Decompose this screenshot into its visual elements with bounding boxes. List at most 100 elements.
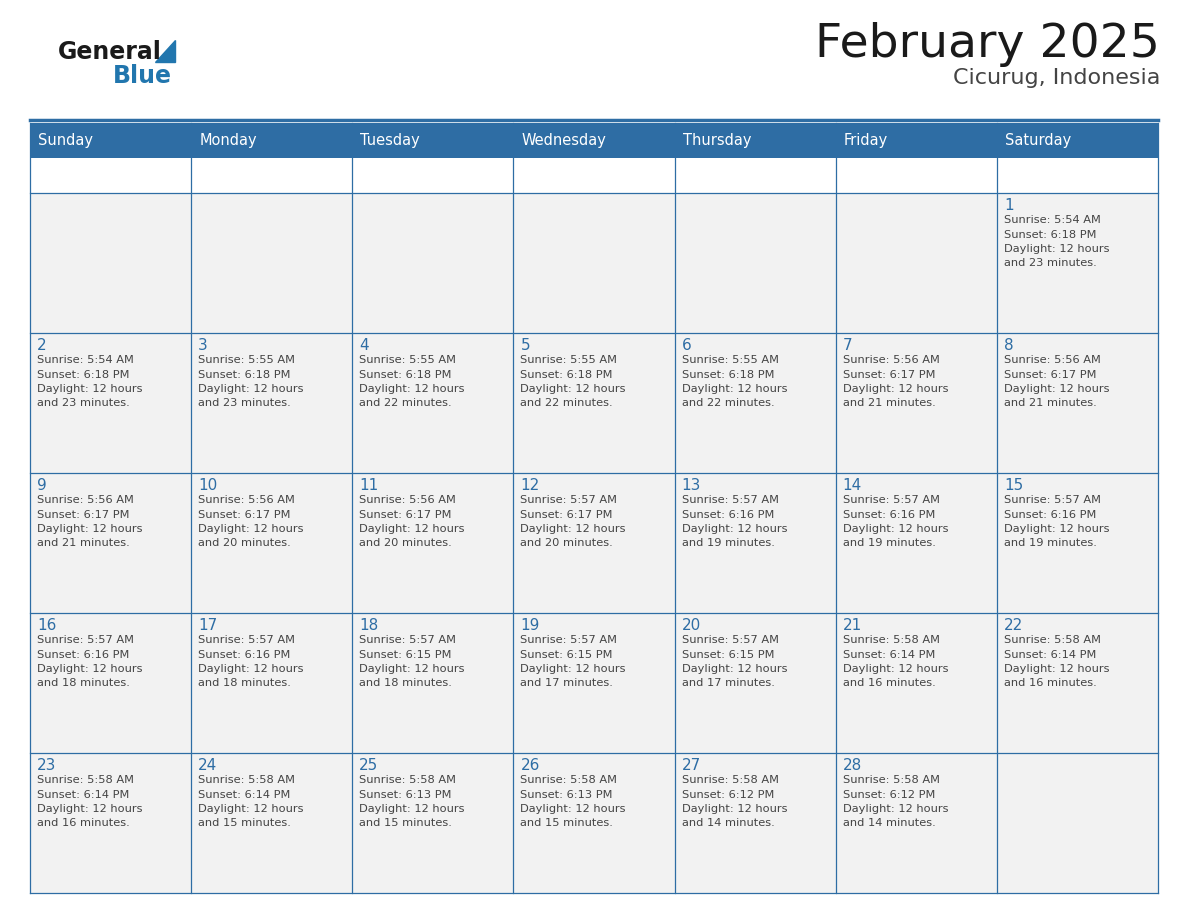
Bar bbox=[513, 333, 675, 473]
Text: Sunset: 6:17 PM: Sunset: 6:17 PM bbox=[198, 509, 291, 520]
Text: and 23 minutes.: and 23 minutes. bbox=[1004, 259, 1097, 268]
Text: Daylight: 12 hours: Daylight: 12 hours bbox=[359, 384, 465, 394]
Text: Sunrise: 5:56 AM: Sunrise: 5:56 AM bbox=[842, 355, 940, 365]
Text: and 17 minutes.: and 17 minutes. bbox=[520, 678, 613, 688]
Bar bbox=[191, 333, 353, 473]
Text: Sunrise: 5:57 AM: Sunrise: 5:57 AM bbox=[682, 495, 778, 505]
Text: Daylight: 12 hours: Daylight: 12 hours bbox=[842, 384, 948, 394]
Text: Sunset: 6:13 PM: Sunset: 6:13 PM bbox=[359, 789, 451, 800]
Text: and 15 minutes.: and 15 minutes. bbox=[198, 819, 291, 829]
Text: and 20 minutes.: and 20 minutes. bbox=[520, 539, 613, 548]
Text: Daylight: 12 hours: Daylight: 12 hours bbox=[198, 664, 304, 674]
Text: Sunset: 6:16 PM: Sunset: 6:16 PM bbox=[842, 509, 935, 520]
Bar bbox=[513, 193, 675, 333]
Text: Sunrise: 5:56 AM: Sunrise: 5:56 AM bbox=[1004, 355, 1101, 365]
Bar bbox=[353, 193, 513, 333]
Text: 9: 9 bbox=[37, 478, 46, 493]
Text: and 19 minutes.: and 19 minutes. bbox=[1004, 539, 1097, 548]
Text: 16: 16 bbox=[37, 618, 56, 633]
Text: Daylight: 12 hours: Daylight: 12 hours bbox=[359, 524, 465, 534]
Text: and 16 minutes.: and 16 minutes. bbox=[842, 678, 935, 688]
Bar bbox=[353, 473, 513, 613]
Bar bbox=[513, 753, 675, 893]
Text: Daylight: 12 hours: Daylight: 12 hours bbox=[1004, 664, 1110, 674]
Text: 28: 28 bbox=[842, 758, 862, 773]
Text: Sunset: 6:13 PM: Sunset: 6:13 PM bbox=[520, 789, 613, 800]
Text: Tuesday: Tuesday bbox=[360, 133, 421, 148]
Text: February 2025: February 2025 bbox=[815, 22, 1159, 67]
Bar bbox=[191, 753, 353, 893]
Bar bbox=[835, 473, 997, 613]
Text: Sunset: 6:17 PM: Sunset: 6:17 PM bbox=[359, 509, 451, 520]
Text: Daylight: 12 hours: Daylight: 12 hours bbox=[682, 804, 788, 814]
Bar bbox=[513, 473, 675, 613]
Text: and 23 minutes.: and 23 minutes. bbox=[37, 398, 129, 409]
Text: and 22 minutes.: and 22 minutes. bbox=[359, 398, 451, 409]
Text: 12: 12 bbox=[520, 478, 539, 493]
Bar bbox=[997, 613, 1158, 753]
Text: and 21 minutes.: and 21 minutes. bbox=[37, 539, 129, 548]
Text: Sunrise: 5:57 AM: Sunrise: 5:57 AM bbox=[682, 635, 778, 645]
Text: Sunset: 6:18 PM: Sunset: 6:18 PM bbox=[37, 370, 129, 379]
Text: Sunrise: 5:58 AM: Sunrise: 5:58 AM bbox=[37, 775, 134, 785]
Bar bbox=[30, 193, 191, 333]
Bar bbox=[835, 193, 997, 333]
Text: Sunrise: 5:58 AM: Sunrise: 5:58 AM bbox=[198, 775, 295, 785]
Text: Sunrise: 5:58 AM: Sunrise: 5:58 AM bbox=[842, 775, 940, 785]
Text: 7: 7 bbox=[842, 338, 852, 353]
Bar bbox=[675, 193, 835, 333]
Bar bbox=[353, 753, 513, 893]
Text: and 16 minutes.: and 16 minutes. bbox=[1004, 678, 1097, 688]
Text: Sunrise: 5:55 AM: Sunrise: 5:55 AM bbox=[359, 355, 456, 365]
Bar bbox=[30, 753, 191, 893]
Text: Sunset: 6:16 PM: Sunset: 6:16 PM bbox=[37, 650, 129, 659]
Text: and 16 minutes.: and 16 minutes. bbox=[37, 819, 129, 829]
Text: Sunrise: 5:57 AM: Sunrise: 5:57 AM bbox=[842, 495, 940, 505]
Text: Daylight: 12 hours: Daylight: 12 hours bbox=[682, 664, 788, 674]
Bar bbox=[191, 473, 353, 613]
Text: Saturday: Saturday bbox=[1005, 133, 1072, 148]
Text: Sunrise: 5:56 AM: Sunrise: 5:56 AM bbox=[198, 495, 295, 505]
Text: 26: 26 bbox=[520, 758, 539, 773]
Text: Sunset: 6:14 PM: Sunset: 6:14 PM bbox=[198, 789, 291, 800]
Bar bbox=[997, 473, 1158, 613]
Text: 4: 4 bbox=[359, 338, 369, 353]
Bar bbox=[191, 193, 353, 333]
Text: Sunrise: 5:55 AM: Sunrise: 5:55 AM bbox=[198, 355, 295, 365]
Text: 20: 20 bbox=[682, 618, 701, 633]
Text: 13: 13 bbox=[682, 478, 701, 493]
Text: 27: 27 bbox=[682, 758, 701, 773]
Bar bbox=[191, 613, 353, 753]
Bar bbox=[675, 613, 835, 753]
Text: 15: 15 bbox=[1004, 478, 1023, 493]
Text: Sunrise: 5:58 AM: Sunrise: 5:58 AM bbox=[842, 635, 940, 645]
Text: 25: 25 bbox=[359, 758, 379, 773]
Text: 11: 11 bbox=[359, 478, 379, 493]
Text: Thursday: Thursday bbox=[683, 133, 751, 148]
Text: 14: 14 bbox=[842, 478, 862, 493]
Text: Sunrise: 5:55 AM: Sunrise: 5:55 AM bbox=[520, 355, 618, 365]
Text: Daylight: 12 hours: Daylight: 12 hours bbox=[1004, 524, 1110, 534]
Text: Sunset: 6:14 PM: Sunset: 6:14 PM bbox=[842, 650, 935, 659]
Text: Daylight: 12 hours: Daylight: 12 hours bbox=[359, 804, 465, 814]
Text: and 15 minutes.: and 15 minutes. bbox=[520, 819, 613, 829]
Text: Sunrise: 5:54 AM: Sunrise: 5:54 AM bbox=[37, 355, 134, 365]
Text: Daylight: 12 hours: Daylight: 12 hours bbox=[682, 524, 788, 534]
Bar bbox=[675, 753, 835, 893]
Text: Daylight: 12 hours: Daylight: 12 hours bbox=[842, 664, 948, 674]
Text: Sunset: 6:12 PM: Sunset: 6:12 PM bbox=[682, 789, 773, 800]
Text: Sunrise: 5:55 AM: Sunrise: 5:55 AM bbox=[682, 355, 778, 365]
Text: Wednesday: Wednesday bbox=[522, 133, 606, 148]
Text: Sunset: 6:17 PM: Sunset: 6:17 PM bbox=[1004, 370, 1097, 379]
Text: Sunrise: 5:58 AM: Sunrise: 5:58 AM bbox=[682, 775, 778, 785]
Text: Monday: Monday bbox=[200, 133, 257, 148]
Text: Daylight: 12 hours: Daylight: 12 hours bbox=[682, 384, 788, 394]
Text: Sunset: 6:17 PM: Sunset: 6:17 PM bbox=[520, 509, 613, 520]
Text: Sunset: 6:16 PM: Sunset: 6:16 PM bbox=[682, 509, 773, 520]
Text: Daylight: 12 hours: Daylight: 12 hours bbox=[37, 524, 143, 534]
Text: and 18 minutes.: and 18 minutes. bbox=[198, 678, 291, 688]
Text: Sunset: 6:15 PM: Sunset: 6:15 PM bbox=[682, 650, 775, 659]
Text: Sunrise: 5:54 AM: Sunrise: 5:54 AM bbox=[1004, 215, 1101, 225]
Text: and 20 minutes.: and 20 minutes. bbox=[359, 539, 453, 548]
Bar bbox=[30, 473, 191, 613]
